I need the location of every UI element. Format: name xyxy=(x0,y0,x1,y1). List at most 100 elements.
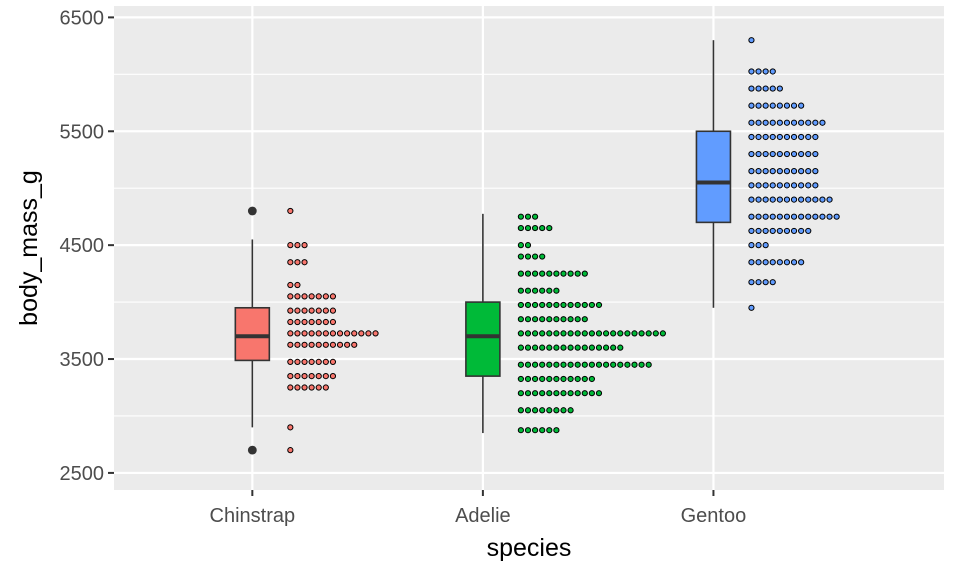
dot-point xyxy=(769,213,776,220)
dot-point xyxy=(769,196,776,203)
dot-point xyxy=(517,253,524,260)
dot-point xyxy=(790,227,798,235)
dot-point xyxy=(783,182,791,189)
x-tick-label: Chinstrap xyxy=(210,505,296,527)
dot-point xyxy=(553,390,560,397)
dot-point xyxy=(351,341,358,348)
dot-point xyxy=(531,287,539,294)
dot-point xyxy=(329,341,337,348)
dot-point xyxy=(748,279,755,286)
x-tick-label: Adelie xyxy=(455,505,511,527)
dot-point xyxy=(287,358,294,365)
dot-point xyxy=(798,119,805,126)
y-tick-label: 4500 xyxy=(60,235,105,257)
dot-point xyxy=(553,375,560,383)
dot-point xyxy=(301,293,308,300)
dot-point xyxy=(755,182,762,189)
dot-point xyxy=(294,318,301,326)
dot-point xyxy=(301,358,308,365)
dot-point xyxy=(294,259,301,266)
dot-point xyxy=(315,330,322,337)
dot-point xyxy=(344,330,351,337)
dot-point xyxy=(812,168,819,175)
dot-point xyxy=(588,330,595,337)
dot-point xyxy=(560,344,567,351)
dot-point xyxy=(617,344,624,351)
dot-point xyxy=(315,341,322,348)
dot-point xyxy=(301,373,308,380)
dot-point xyxy=(798,227,805,235)
dot-point xyxy=(301,384,308,391)
dot-point xyxy=(748,259,755,266)
dot-point xyxy=(517,390,524,397)
dot-point xyxy=(762,259,769,266)
outlier-point xyxy=(247,206,257,216)
dot-point xyxy=(567,375,574,383)
y-tick-label: 5500 xyxy=(60,121,105,143)
dot-point xyxy=(287,424,294,431)
dot-point xyxy=(301,318,308,326)
dot-point xyxy=(783,259,791,266)
dot-point xyxy=(805,150,812,158)
dot-point xyxy=(762,68,769,75)
dot-point xyxy=(776,102,783,109)
dot-point xyxy=(294,293,301,300)
dot-point xyxy=(567,316,574,323)
dot-point xyxy=(574,375,581,383)
dot-point xyxy=(790,196,798,203)
dot-point xyxy=(581,390,588,397)
dot-point xyxy=(329,318,337,326)
dot-point xyxy=(365,330,372,337)
dot-point xyxy=(624,361,631,368)
dot-point xyxy=(322,318,329,326)
dot-point xyxy=(783,119,791,126)
dot-point xyxy=(610,361,617,368)
dot-point xyxy=(769,279,776,286)
dot-point xyxy=(769,85,776,92)
dot-point xyxy=(308,318,315,326)
dot-point xyxy=(748,37,755,44)
dot-point xyxy=(755,85,762,92)
dot-point xyxy=(790,213,798,220)
dot-point xyxy=(748,150,755,158)
dot-point xyxy=(805,133,812,141)
dot-point xyxy=(755,119,762,126)
outlier-point xyxy=(247,445,257,455)
dot-point xyxy=(517,316,524,323)
dot-point xyxy=(531,224,539,232)
dot-point xyxy=(610,344,617,351)
dot-point xyxy=(748,242,755,249)
dot-point xyxy=(812,213,819,220)
dot-point xyxy=(819,119,826,126)
dot-point xyxy=(638,361,645,368)
dot-point xyxy=(805,182,812,189)
dot-point xyxy=(762,119,769,126)
dot-point xyxy=(762,196,769,203)
dot-point xyxy=(567,270,574,277)
dot-point xyxy=(798,259,805,266)
dot-point xyxy=(294,307,301,314)
dot-point xyxy=(790,102,798,109)
dot-point xyxy=(524,361,532,368)
dot-point xyxy=(805,213,812,220)
dot-point xyxy=(805,168,812,175)
dot-point xyxy=(595,330,603,337)
dot-point xyxy=(798,182,805,189)
dot-point xyxy=(560,330,567,337)
dot-point xyxy=(315,358,322,365)
dot-point xyxy=(531,361,539,368)
dot-point xyxy=(539,330,546,337)
dot-point xyxy=(539,253,546,260)
dot-point xyxy=(783,102,791,109)
dot-point xyxy=(517,361,524,368)
dot-point xyxy=(294,373,301,380)
dot-point xyxy=(546,375,553,383)
dot-point xyxy=(329,307,337,314)
dot-point xyxy=(748,85,755,92)
dot-point xyxy=(776,133,783,141)
dot-point xyxy=(539,224,546,232)
dot-point xyxy=(287,293,294,300)
dot-point xyxy=(546,224,553,232)
dot-point xyxy=(755,196,762,203)
dot-point xyxy=(524,344,532,351)
